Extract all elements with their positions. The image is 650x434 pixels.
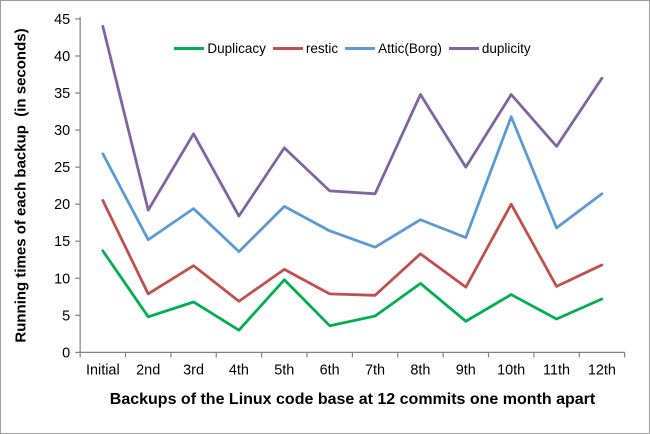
y-tick-label: 30 [54,123,70,139]
y-tick-label: 0 [62,345,70,361]
series-line-duplicacy [101,249,604,332]
x-tick-label: 4th [229,362,249,378]
x-tick-label: 9th [456,362,476,378]
legend-item-duplicity: duplicity [448,40,531,56]
x-tick-label: 2nd [136,362,160,378]
legend-line-swatch [448,46,479,50]
chart-legend: Duplicacy restic Attic(Borg) duplicity [79,39,626,57]
x-tick-label: Initial [86,362,120,378]
x-tick-label: 8th [410,362,430,378]
x-tick-label: 12th [588,362,616,378]
y-tick-label: 45 [54,12,70,28]
y-axis-title-container: Running times of each backup (in seconds… [3,18,39,353]
x-axis-title: Backups of the Linux code base at 12 com… [109,391,596,408]
legend-item-duplicacy: Duplicacy [174,41,266,56]
series-line-attic-borg- [101,115,604,253]
x-tick-label: 11th [543,362,570,378]
x-tick-label: 6th [320,362,340,378]
y-tick-label: 15 [54,234,70,250]
legend-item-restic: restic [272,40,339,56]
y-axis-title: Running times of each backup (in seconds… [12,28,30,343]
legend-line-swatch [345,46,376,50]
x-tick-label: 10th [497,362,525,378]
x-tick-label: 7th [365,362,385,378]
y-tick-label: 5 [62,308,70,324]
legend-label: Attic(Borg) [378,40,442,56]
y-tick-label: 35 [54,86,70,102]
legend-item-attic-borg-: Attic(Borg) [345,41,442,56]
legend-line-swatch [272,46,303,50]
series-line-duplicity [101,24,604,218]
y-tick-label: 25 [54,160,70,176]
y-tick-label: 20 [54,197,70,213]
legend-line-swatch [174,46,205,50]
legend-label: Duplicacy [207,40,266,56]
x-tick-label: 3rd [183,362,204,378]
series-line-restic [101,199,604,303]
y-tick-label: 40 [54,49,70,65]
legend-label: restic [305,40,339,56]
y-tick-label: 10 [54,271,70,287]
legend-label: duplicity [481,40,531,56]
x-tick-label: 5th [274,362,294,378]
